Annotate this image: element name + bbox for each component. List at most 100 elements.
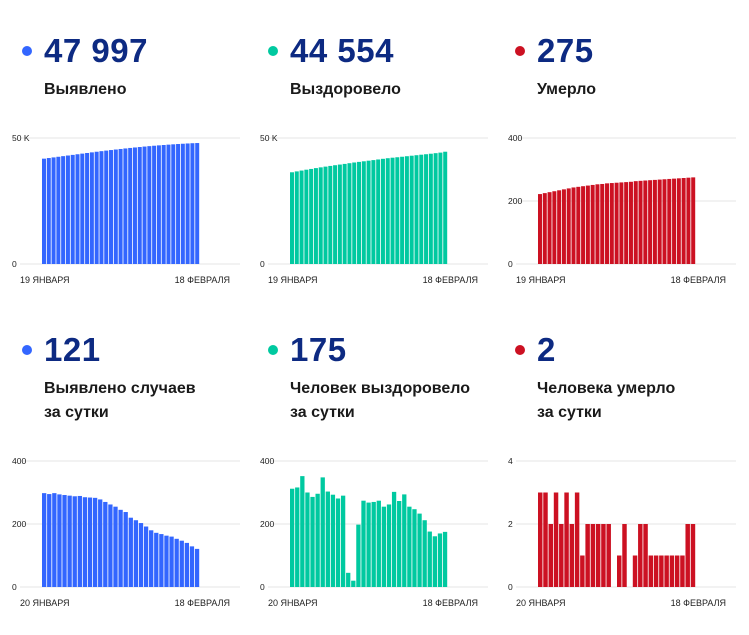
- bar: [128, 147, 133, 264]
- bar: [180, 143, 185, 264]
- bar: [123, 512, 128, 587]
- bar: [628, 181, 633, 264]
- panel-detected-daily: 121 Выявлено случаев за сутки: [16, 325, 256, 635]
- bar: [442, 531, 448, 587]
- bar: [113, 506, 118, 587]
- bar: [154, 532, 159, 587]
- bar: [643, 180, 648, 264]
- y-tick-label: 400: [508, 133, 522, 143]
- bar: [109, 150, 114, 264]
- bar: [400, 156, 405, 264]
- bar: [595, 184, 600, 264]
- bar: [190, 143, 195, 264]
- y-tick-label: 0: [260, 259, 265, 269]
- bar: [553, 492, 559, 587]
- bar: [80, 153, 85, 264]
- bar: [386, 504, 392, 587]
- bar: [46, 158, 51, 264]
- bar: [667, 178, 672, 264]
- bar: [428, 153, 433, 264]
- panel-died-daily: 2 Человека умерло за сутки: [509, 325, 749, 635]
- y-tick-label: 400: [260, 456, 274, 466]
- chart-recovered-total: 0 50 K 19 ЯНВАРЯ 18 ФЕВРАЛЯ: [260, 133, 488, 285]
- bar: [557, 190, 562, 264]
- bar: [309, 168, 314, 264]
- bar: [184, 542, 190, 587]
- y-tick-label: 2: [508, 519, 513, 529]
- bar: [132, 147, 137, 264]
- bar: [633, 181, 638, 264]
- bar: [638, 180, 643, 264]
- bar: [564, 492, 569, 587]
- bar: [295, 487, 300, 587]
- bar: [300, 476, 305, 587]
- chart-died-daily: 0 2 4 20 ЯНВАРЯ 18 ФЕВРАЛЯ: [508, 456, 736, 608]
- y-tick-label: 200: [12, 519, 26, 529]
- stat-value: 2: [537, 331, 556, 368]
- bar: [179, 540, 184, 587]
- bar: [680, 555, 685, 587]
- bar: [576, 186, 581, 264]
- bar: [323, 166, 328, 264]
- bar: [662, 179, 667, 264]
- bar: [614, 182, 619, 264]
- bar: [681, 178, 686, 264]
- stat-label: Человека умерло за сутки: [537, 380, 676, 421]
- bar: [290, 488, 295, 587]
- stat-value: 121: [44, 331, 101, 368]
- bar: [161, 145, 166, 264]
- stat-value: 44 554: [290, 32, 394, 69]
- bar: [310, 496, 315, 587]
- bar: [580, 555, 585, 587]
- bar: [62, 495, 67, 587]
- bar: [395, 157, 400, 264]
- green-dot-icon: [268, 46, 278, 56]
- bar: [174, 538, 179, 587]
- bar: [402, 494, 407, 587]
- bar: [318, 167, 323, 264]
- bar: [664, 555, 669, 587]
- bar: [407, 506, 412, 587]
- x-end-label: 18 ФЕВРАЛЯ: [423, 598, 478, 608]
- panel-recovered-daily: 175 Человек выздоровело за сутки: [262, 325, 502, 635]
- bar: [381, 506, 387, 587]
- bar: [606, 524, 611, 587]
- y-tick-label: 50 K: [260, 133, 278, 143]
- bar: [42, 493, 47, 587]
- bar: [56, 156, 61, 264]
- bar: [52, 493, 57, 587]
- x-start-label: 19 ЯНВАРЯ: [268, 275, 318, 285]
- bar: [632, 555, 638, 587]
- bar: [672, 178, 677, 264]
- y-tick-label: 4: [508, 456, 513, 466]
- panel-recovered-total: 44 554 Выздоровело: [262, 26, 502, 336]
- bar: [690, 524, 696, 587]
- stat-label: Выздоровело: [290, 81, 401, 98]
- bar: [194, 548, 200, 587]
- bar: [118, 148, 123, 264]
- bar: [346, 572, 351, 587]
- bar: [686, 177, 691, 264]
- bar: [89, 152, 94, 264]
- bar: [156, 145, 161, 264]
- bar: [152, 145, 157, 264]
- bar: [143, 526, 149, 587]
- bar: [404, 156, 409, 264]
- bar: [47, 494, 52, 587]
- bar: [390, 157, 395, 264]
- bar: [304, 169, 309, 264]
- bar: [619, 182, 624, 264]
- bar: [547, 192, 552, 264]
- bar: [648, 555, 654, 587]
- bar: [42, 158, 46, 264]
- bar: [166, 144, 171, 264]
- bar: [113, 149, 118, 264]
- bar: [622, 524, 627, 587]
- bar: [417, 513, 422, 587]
- bar: [361, 161, 366, 264]
- bar: [559, 524, 564, 587]
- stat-value: 47 997: [44, 32, 148, 69]
- x-start-label: 19 ЯНВАРЯ: [516, 275, 566, 285]
- bar: [92, 497, 98, 587]
- bar: [340, 495, 346, 587]
